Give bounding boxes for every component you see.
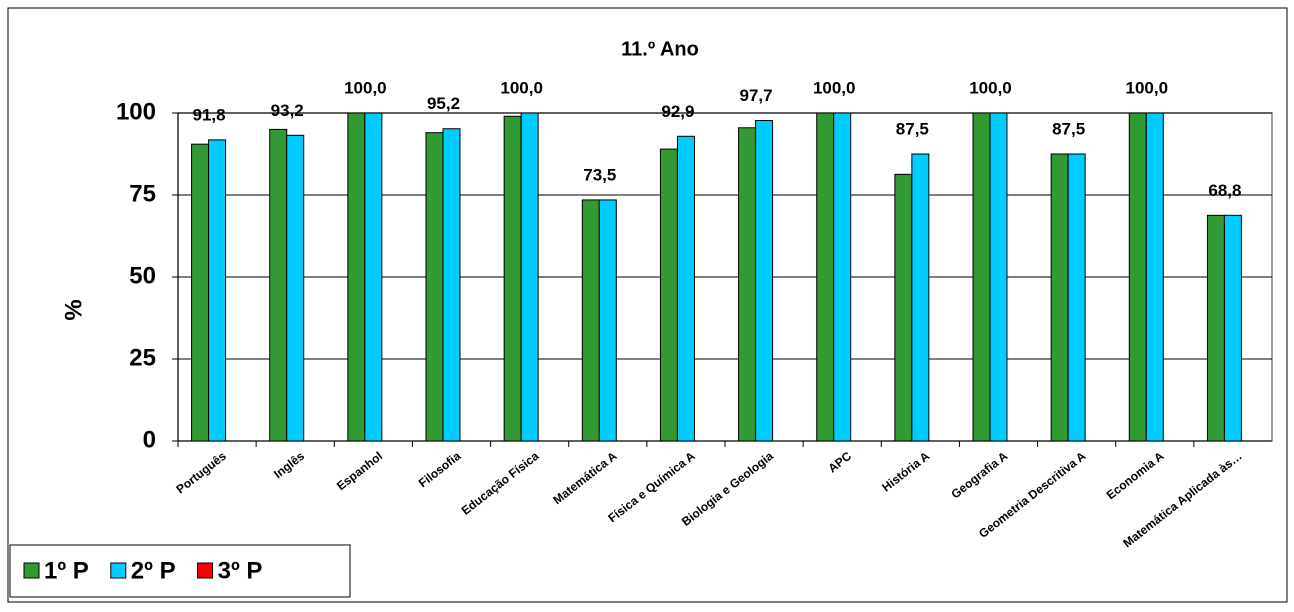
chart-title: 11.º Ano xyxy=(621,38,699,60)
legend-swatch xyxy=(23,562,40,579)
bar xyxy=(347,112,366,442)
bar xyxy=(833,112,852,442)
bar xyxy=(191,143,210,442)
data-label: 100,0 xyxy=(813,78,856,97)
bar xyxy=(208,139,227,442)
bar xyxy=(911,153,930,442)
data-label: 91,8 xyxy=(193,105,226,124)
bar xyxy=(676,135,695,442)
bar xyxy=(364,112,383,442)
bar xyxy=(598,199,617,442)
legend-label: 1º P xyxy=(44,557,89,584)
bar xyxy=(1050,153,1069,442)
data-label: 87,5 xyxy=(1052,119,1085,138)
data-label: 87,5 xyxy=(896,119,929,138)
data-label: 95,2 xyxy=(427,94,460,113)
bar xyxy=(425,132,444,442)
bar xyxy=(894,173,913,442)
data-label: 68,8 xyxy=(1208,181,1241,200)
y-tick-label: 25 xyxy=(129,344,156,371)
bar xyxy=(738,127,757,442)
data-label: 97,7 xyxy=(740,86,773,105)
bar xyxy=(503,115,522,442)
y-tick-label: 50 xyxy=(129,262,156,289)
bar xyxy=(989,112,1008,442)
y-axis-label: % xyxy=(60,299,87,320)
bar xyxy=(1145,112,1164,442)
bar xyxy=(581,199,600,442)
y-tick-label: 75 xyxy=(129,180,156,207)
legend-label: 3º P xyxy=(218,557,263,584)
bar xyxy=(520,112,539,442)
legend-swatch xyxy=(110,562,127,579)
bar xyxy=(1223,214,1242,442)
bar xyxy=(1206,214,1225,442)
data-label: 100,0 xyxy=(969,78,1012,97)
legend-label: 2º P xyxy=(131,557,176,584)
data-label: 100,0 xyxy=(500,78,543,97)
data-label: 73,5 xyxy=(583,165,616,184)
y-tick-label: 100 xyxy=(116,98,156,125)
data-label: 100,0 xyxy=(344,78,387,97)
bar xyxy=(442,128,461,442)
bar xyxy=(972,112,991,442)
bar xyxy=(1128,112,1147,442)
bar xyxy=(816,112,835,442)
bar xyxy=(755,120,774,442)
data-label: 92,9 xyxy=(661,102,694,121)
bar xyxy=(1067,153,1086,442)
legend-box xyxy=(9,544,351,598)
legend-swatch xyxy=(197,562,214,579)
data-label: 93,2 xyxy=(271,101,304,120)
bar xyxy=(286,134,305,442)
data-label: 100,0 xyxy=(1126,78,1169,97)
bar xyxy=(269,128,288,442)
bar xyxy=(659,148,678,442)
y-tick-label: 0 xyxy=(143,426,156,453)
